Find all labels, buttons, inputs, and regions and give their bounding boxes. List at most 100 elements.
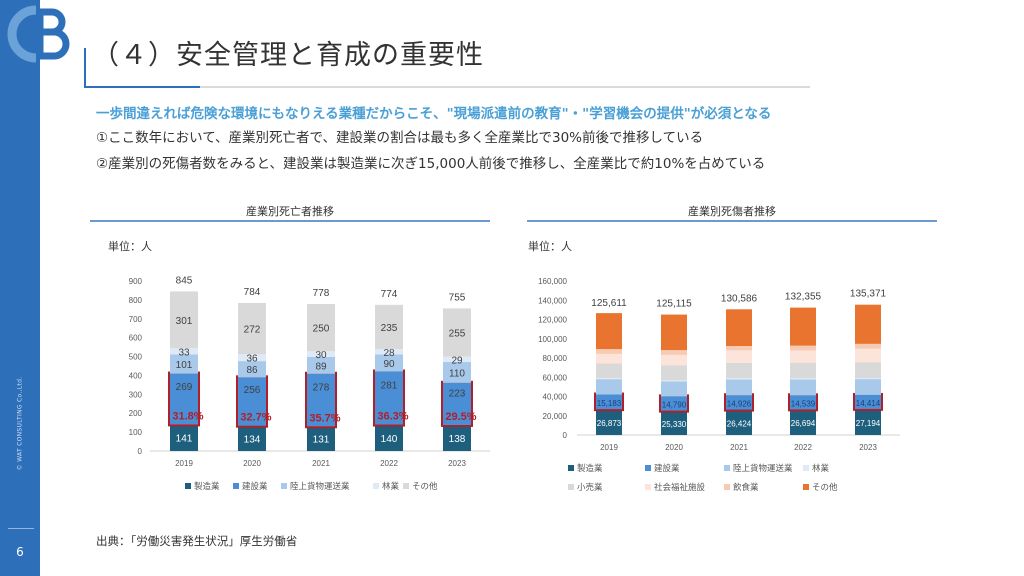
bar-segment-その他 bbox=[790, 307, 816, 346]
unit-label-deaths: 単位：人 bbox=[108, 240, 152, 253]
y-tick-label: 400 bbox=[129, 371, 143, 380]
share-label: 35.7% bbox=[309, 412, 340, 424]
y-tick-label: 500 bbox=[129, 353, 143, 362]
share-label: 29.5% bbox=[445, 411, 476, 423]
bar-segment-陸上貨物運送業 bbox=[661, 381, 687, 397]
legend-label: 製造業 bbox=[577, 463, 603, 473]
bar-segment-陸上貨物運送業 bbox=[307, 356, 335, 374]
data-label: 269 bbox=[176, 382, 193, 393]
total-label: 755 bbox=[449, 292, 466, 303]
sidebar-divider bbox=[8, 528, 34, 529]
data-label: 281 bbox=[381, 380, 398, 391]
legend-marker bbox=[645, 484, 651, 490]
bar-segment-小売業 bbox=[596, 363, 622, 378]
bar-segment-製造業 bbox=[307, 426, 335, 451]
total-label: 774 bbox=[381, 289, 398, 300]
title-accent-line bbox=[84, 48, 86, 88]
data-label: 15,183 bbox=[597, 399, 622, 408]
bar-segment-建設業 bbox=[307, 373, 335, 427]
bar-segment-小売業 bbox=[855, 362, 881, 379]
legend-marker bbox=[724, 484, 730, 490]
bar-segment-建設業 bbox=[726, 395, 752, 410]
legend-label: 建設業 bbox=[654, 463, 680, 473]
bar-segment-社会福祉施設 bbox=[596, 353, 622, 364]
data-label: 26,694 bbox=[791, 419, 816, 428]
data-label: 89 bbox=[315, 361, 327, 372]
chart-injuries: 0 20,000 40,000 60,000 80,000 100,000 120,000 1… bbox=[538, 277, 900, 492]
bar-segment-陸上貨物運送業 bbox=[170, 354, 198, 374]
data-label: 131 bbox=[313, 435, 330, 446]
legend-marker bbox=[281, 483, 287, 489]
share-label: 31.8% bbox=[172, 410, 203, 422]
legend-marker bbox=[803, 465, 809, 471]
chart-rule-deaths bbox=[90, 220, 490, 222]
data-label: 278 bbox=[313, 383, 330, 394]
lead-message: 一歩間違えれば危険な環境にもなりえる業種だからこそ、"現場派遣前の教育"・"学習… bbox=[96, 106, 772, 122]
data-label: 256 bbox=[244, 385, 261, 396]
bar-segment-建設業 bbox=[170, 373, 198, 425]
bar-segment-林業 bbox=[855, 378, 881, 380]
total-label: 778 bbox=[313, 288, 330, 299]
bar-segment-製造業 bbox=[596, 409, 622, 435]
y-tick-label: 300 bbox=[129, 390, 143, 399]
y-tick-label: 0 bbox=[563, 431, 568, 440]
bar-segment-飲食業 bbox=[661, 350, 687, 355]
total-label: 135,371 bbox=[850, 289, 887, 300]
bar-segment-その他 bbox=[307, 304, 335, 352]
bar-segment-林業 bbox=[307, 351, 335, 357]
bar-segment-建設業 bbox=[443, 382, 471, 425]
x-tick-label: 2020 bbox=[665, 443, 683, 452]
bar-segment-陸上貨物運送業 bbox=[596, 379, 622, 395]
bar-segment-林業 bbox=[661, 380, 687, 382]
data-label: 235 bbox=[381, 323, 398, 334]
x-tick-label: 2020 bbox=[243, 459, 261, 468]
bar-segment-陸上貨物運送業 bbox=[443, 362, 471, 383]
total-label: 125,611 bbox=[591, 298, 627, 309]
data-label: 25,330 bbox=[662, 420, 687, 429]
source-citation: 出典：「労働災害発生状況」厚生労働省 bbox=[96, 534, 298, 548]
y-tick-label: 900 bbox=[129, 277, 143, 286]
y-tick-label: 40,000 bbox=[543, 393, 568, 402]
total-label: 784 bbox=[244, 287, 261, 298]
unit-label-injuries: 単位：人 bbox=[528, 240, 572, 253]
bar-segment-社会福祉施設 bbox=[855, 348, 881, 363]
chart-title-deaths: 産業別死亡者推移 bbox=[246, 205, 334, 218]
y-tick-label: 0 bbox=[138, 447, 143, 456]
bar-segment-製造業 bbox=[375, 424, 403, 451]
bar-segment-飲食業 bbox=[790, 345, 816, 351]
legend-marker bbox=[233, 483, 239, 489]
page-title: （４）安全管理と育成の重要性 bbox=[92, 40, 484, 71]
legend-marker bbox=[568, 465, 574, 471]
data-label: 223 bbox=[449, 388, 466, 399]
bar-segment-林業 bbox=[443, 356, 471, 363]
bar-segment-製造業 bbox=[726, 409, 752, 435]
x-tick-label: 2021 bbox=[312, 459, 330, 468]
data-label: 272 bbox=[244, 325, 261, 336]
bar-segment-その他 bbox=[443, 308, 471, 357]
bar-segment-飲食業 bbox=[726, 346, 752, 351]
share-label: 32.7% bbox=[240, 412, 271, 424]
legend-marker bbox=[645, 465, 651, 471]
y-tick-label: 600 bbox=[129, 334, 143, 343]
x-tick-label: 2019 bbox=[600, 443, 618, 452]
data-label: 250 bbox=[313, 324, 330, 335]
share-label: 36.3% bbox=[377, 411, 408, 423]
x-tick-label: 2019 bbox=[175, 459, 193, 468]
y-tick-label: 140,000 bbox=[538, 296, 567, 305]
point-2: ②産業別の死傷者数をみると、建設業は製造業に次ぎ15,000人前後で推移し、全産… bbox=[96, 156, 766, 172]
data-label: 33 bbox=[178, 347, 190, 358]
data-label: 26,873 bbox=[597, 419, 622, 428]
bar-segment-製造業 bbox=[170, 424, 198, 451]
legend-label: 社会福祉施設 bbox=[654, 482, 706, 492]
point-1: ①ここ数年において、産業別死亡者で、建設業の割合は最も多く全産業比で30%前後で… bbox=[96, 130, 704, 146]
bar-segment-建設業 bbox=[855, 394, 881, 409]
data-label: 28 bbox=[383, 348, 395, 359]
data-label: 14,790 bbox=[662, 401, 687, 410]
bar-segment-製造業 bbox=[790, 409, 816, 435]
x-tick-label: 2023 bbox=[448, 459, 466, 468]
bar-segment-社会福祉施設 bbox=[726, 350, 752, 363]
legend-label: その他 bbox=[812, 482, 838, 492]
y-tick-label: 80,000 bbox=[543, 354, 568, 363]
legend-marker bbox=[803, 484, 809, 490]
x-tick-label: 2022 bbox=[380, 459, 398, 468]
